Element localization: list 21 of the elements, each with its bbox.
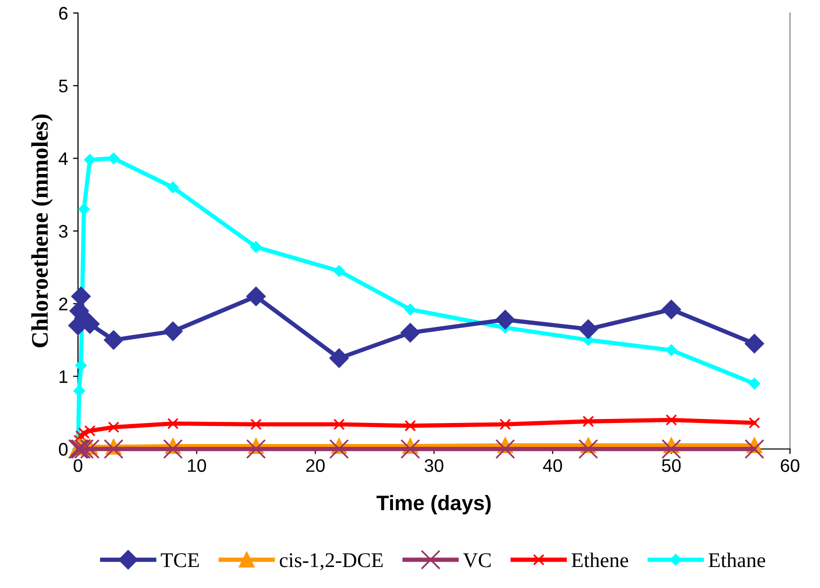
y-tick-label: 0 — [58, 442, 68, 456]
y-tick-label: 4 — [58, 152, 68, 165]
x-tick-label: 60 — [780, 459, 800, 472]
x-tick-label: 10 — [188, 459, 206, 472]
x-tick-label: 30 — [424, 459, 444, 472]
x-axis-title: Time (days) — [376, 495, 491, 514]
x-tick-label: 50 — [662, 459, 681, 472]
x-tick-label: 0 — [74, 459, 82, 472]
y-tick-label: 6 — [59, 6, 68, 20]
y-axis-title: Chloroethene (mmoles) — [31, 114, 53, 348]
x-tick-label: 20 — [306, 459, 325, 472]
legend-label: Ethane — [708, 552, 766, 568]
y-tick-label: 1 — [60, 370, 68, 383]
legend-label: cis-1,2-DCE — [280, 553, 383, 570]
x-tick-label: 40 — [543, 459, 562, 472]
legend-label: TCE — [160, 553, 199, 568]
y-tick-label: 5 — [58, 80, 68, 92]
y-tick-label: 2 — [59, 298, 68, 310]
legend-label: VC — [463, 553, 491, 568]
y-tick-label: 3 — [58, 224, 68, 238]
legend-label: Ethene — [572, 552, 628, 568]
